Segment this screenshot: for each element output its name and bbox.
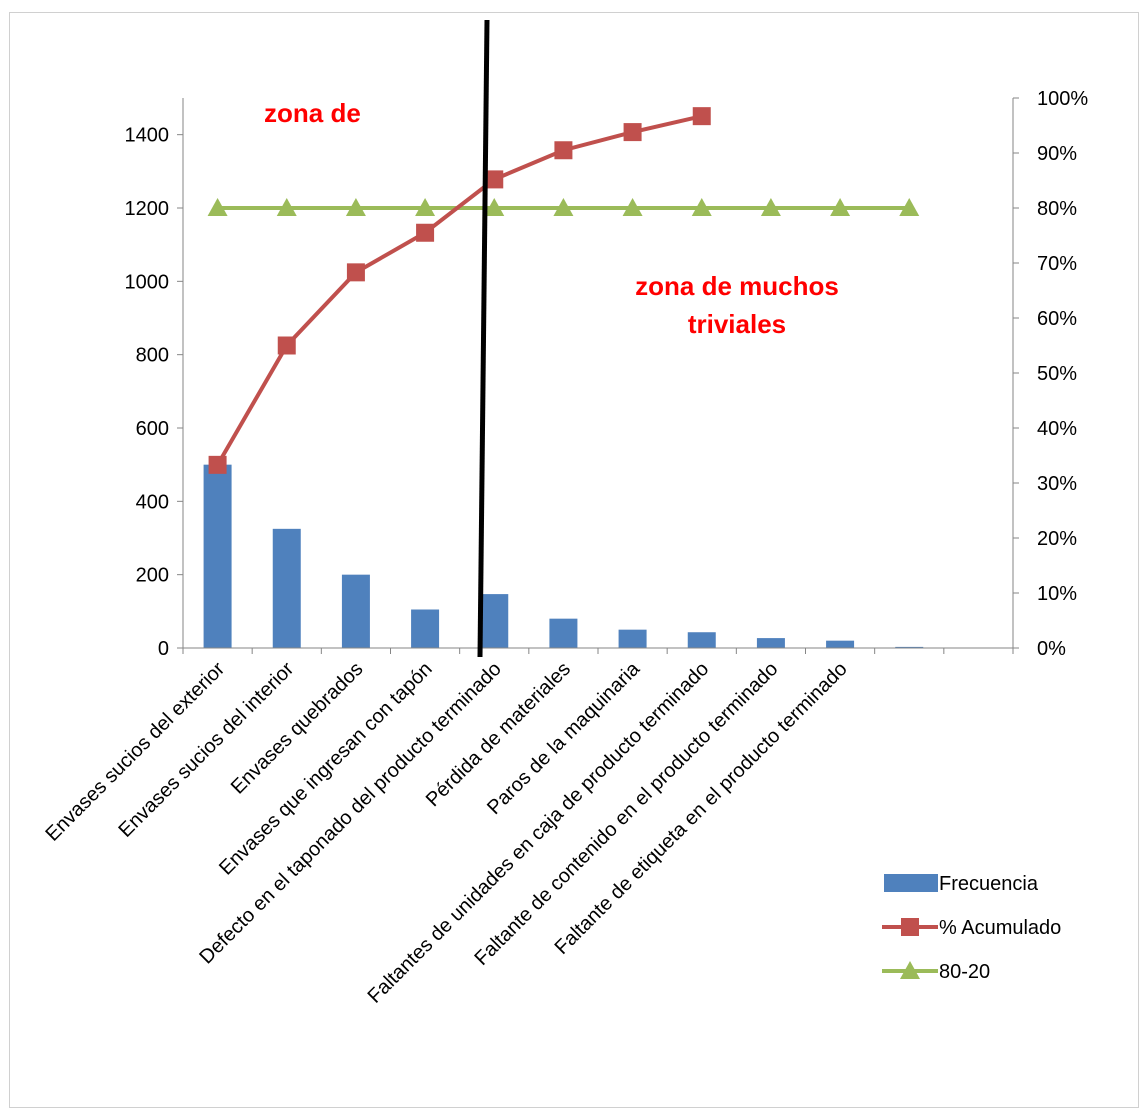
- bar: [618, 629, 647, 648]
- point-cumulative: [346, 263, 365, 282]
- y-right-tick-label: 40%: [1037, 418, 1077, 440]
- y-right-tick-label: 10%: [1037, 583, 1077, 605]
- point-cumulative: [485, 170, 504, 189]
- line-cumulative-path: [215, 114, 703, 466]
- point-80-20: [691, 198, 712, 216]
- y-left-tick-label: 0: [158, 638, 169, 660]
- legend-label-frecuencia: Frecuencia: [939, 873, 1039, 895]
- point-cumulative: [277, 336, 296, 355]
- y-left-tick-label: 200: [136, 565, 169, 587]
- y-right-tick-label: 0%: [1037, 638, 1066, 660]
- y-right-tick-label: 50%: [1037, 363, 1077, 385]
- axes: 0 200 400 600 800 1000 1200 1400 0% 10% 20% 30% 40% 5…: [125, 88, 1089, 660]
- point-cumulative: [208, 455, 227, 474]
- chart-frame: [9, 12, 1139, 1108]
- bar: [895, 646, 924, 648]
- category-label: Envases quebrados: [227, 658, 368, 799]
- zone-trivial-label-line1: zona de muchos: [635, 271, 839, 301]
- point-80-20: [760, 198, 781, 216]
- y-right-tick-label: 20%: [1037, 528, 1077, 550]
- bar: [480, 594, 509, 648]
- point-cumulative: [692, 107, 711, 126]
- point-80-20: [553, 198, 574, 216]
- legend-label-80-20: 80-20: [939, 961, 990, 983]
- y-left-tick-label: 400: [136, 491, 169, 513]
- y-right-tick-label: 90%: [1037, 143, 1077, 165]
- y-left-tick-label: 1400: [125, 125, 170, 147]
- line-80-20: [207, 198, 920, 216]
- y-left-tick-label: 600: [136, 418, 169, 440]
- y-right-tick-label: 30%: [1037, 473, 1077, 495]
- bar: [341, 574, 370, 648]
- divider-line: [477, 19, 490, 658]
- legend: Frecuencia % Acumulado 80-20: [882, 873, 1061, 983]
- legend-label-acumulado: % Acumulado: [939, 917, 1061, 939]
- pareto-divider: [477, 19, 490, 658]
- point-80-20: [899, 198, 920, 216]
- point-80-20: [622, 198, 643, 216]
- point-80-20: [484, 198, 505, 216]
- legend-marker-80-20: [900, 961, 920, 979]
- point-80-20: [345, 198, 366, 216]
- bar: [549, 618, 578, 648]
- point-80-20: [415, 198, 436, 216]
- bar: [756, 638, 785, 648]
- bar: [411, 609, 440, 648]
- frequency-bars: [203, 464, 924, 648]
- point-80-20: [276, 198, 297, 216]
- point-cumulative: [623, 123, 642, 142]
- zone-trivial-label-line2: triviales: [688, 309, 786, 339]
- legend-swatch-frecuencia: [884, 874, 938, 892]
- y-right-tick-label: 60%: [1037, 308, 1077, 330]
- point-cumulative: [554, 141, 573, 160]
- bar: [272, 528, 301, 648]
- legend-marker-acumulado: [901, 918, 919, 936]
- point-80-20: [207, 198, 228, 216]
- line-cumulative: [208, 107, 711, 474]
- point-80-20: [830, 198, 851, 216]
- bar: [203, 464, 232, 648]
- y-right-tick-label: 80%: [1037, 198, 1077, 220]
- y-left-tick-label: 1000: [125, 271, 170, 293]
- annotations: zona de zona de muchos triviales: [264, 98, 839, 339]
- y-left-tick-label: 1200: [125, 198, 170, 220]
- y-left-tick-label: 800: [136, 345, 169, 367]
- y-right-tick-label: 70%: [1037, 253, 1077, 275]
- zone-vital-label: zona de: [264, 98, 361, 128]
- bar: [826, 640, 855, 648]
- y-right-tick-label: 100%: [1037, 88, 1088, 110]
- bar: [687, 632, 716, 648]
- point-cumulative: [416, 223, 435, 242]
